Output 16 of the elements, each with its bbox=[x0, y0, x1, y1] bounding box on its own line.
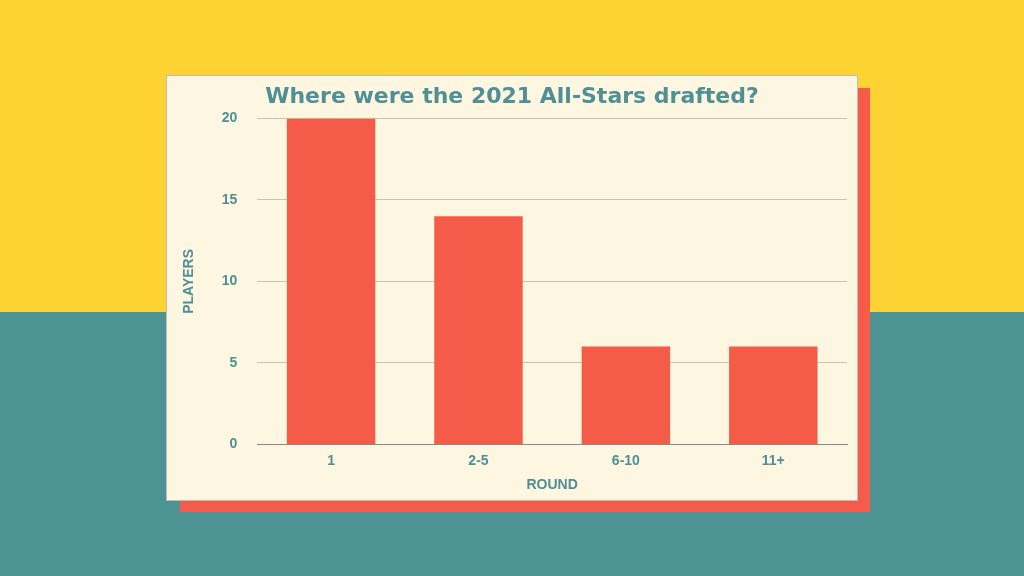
chart-title: Where were the 2021 All-Stars drafted? bbox=[265, 82, 759, 108]
y-tick-label: 15 bbox=[221, 190, 238, 207]
x-tick-label: 2-5 bbox=[468, 451, 489, 468]
bar bbox=[434, 216, 523, 444]
x-tick-label: 6-10 bbox=[611, 451, 641, 468]
y-tick-label: 0 bbox=[229, 435, 238, 452]
y-axis-title: PLAYERS bbox=[180, 248, 197, 314]
bar bbox=[729, 346, 818, 444]
bar bbox=[581, 346, 671, 444]
x-axis-title: ROUND bbox=[526, 476, 578, 493]
y-tick-label: 10 bbox=[221, 272, 238, 289]
y-tick-label: 5 bbox=[229, 353, 238, 370]
bar bbox=[286, 118, 376, 444]
y-tick-label: 20 bbox=[221, 109, 238, 126]
x-tick-label: 11+ bbox=[761, 451, 785, 468]
x-tick-label: 1 bbox=[327, 451, 336, 468]
